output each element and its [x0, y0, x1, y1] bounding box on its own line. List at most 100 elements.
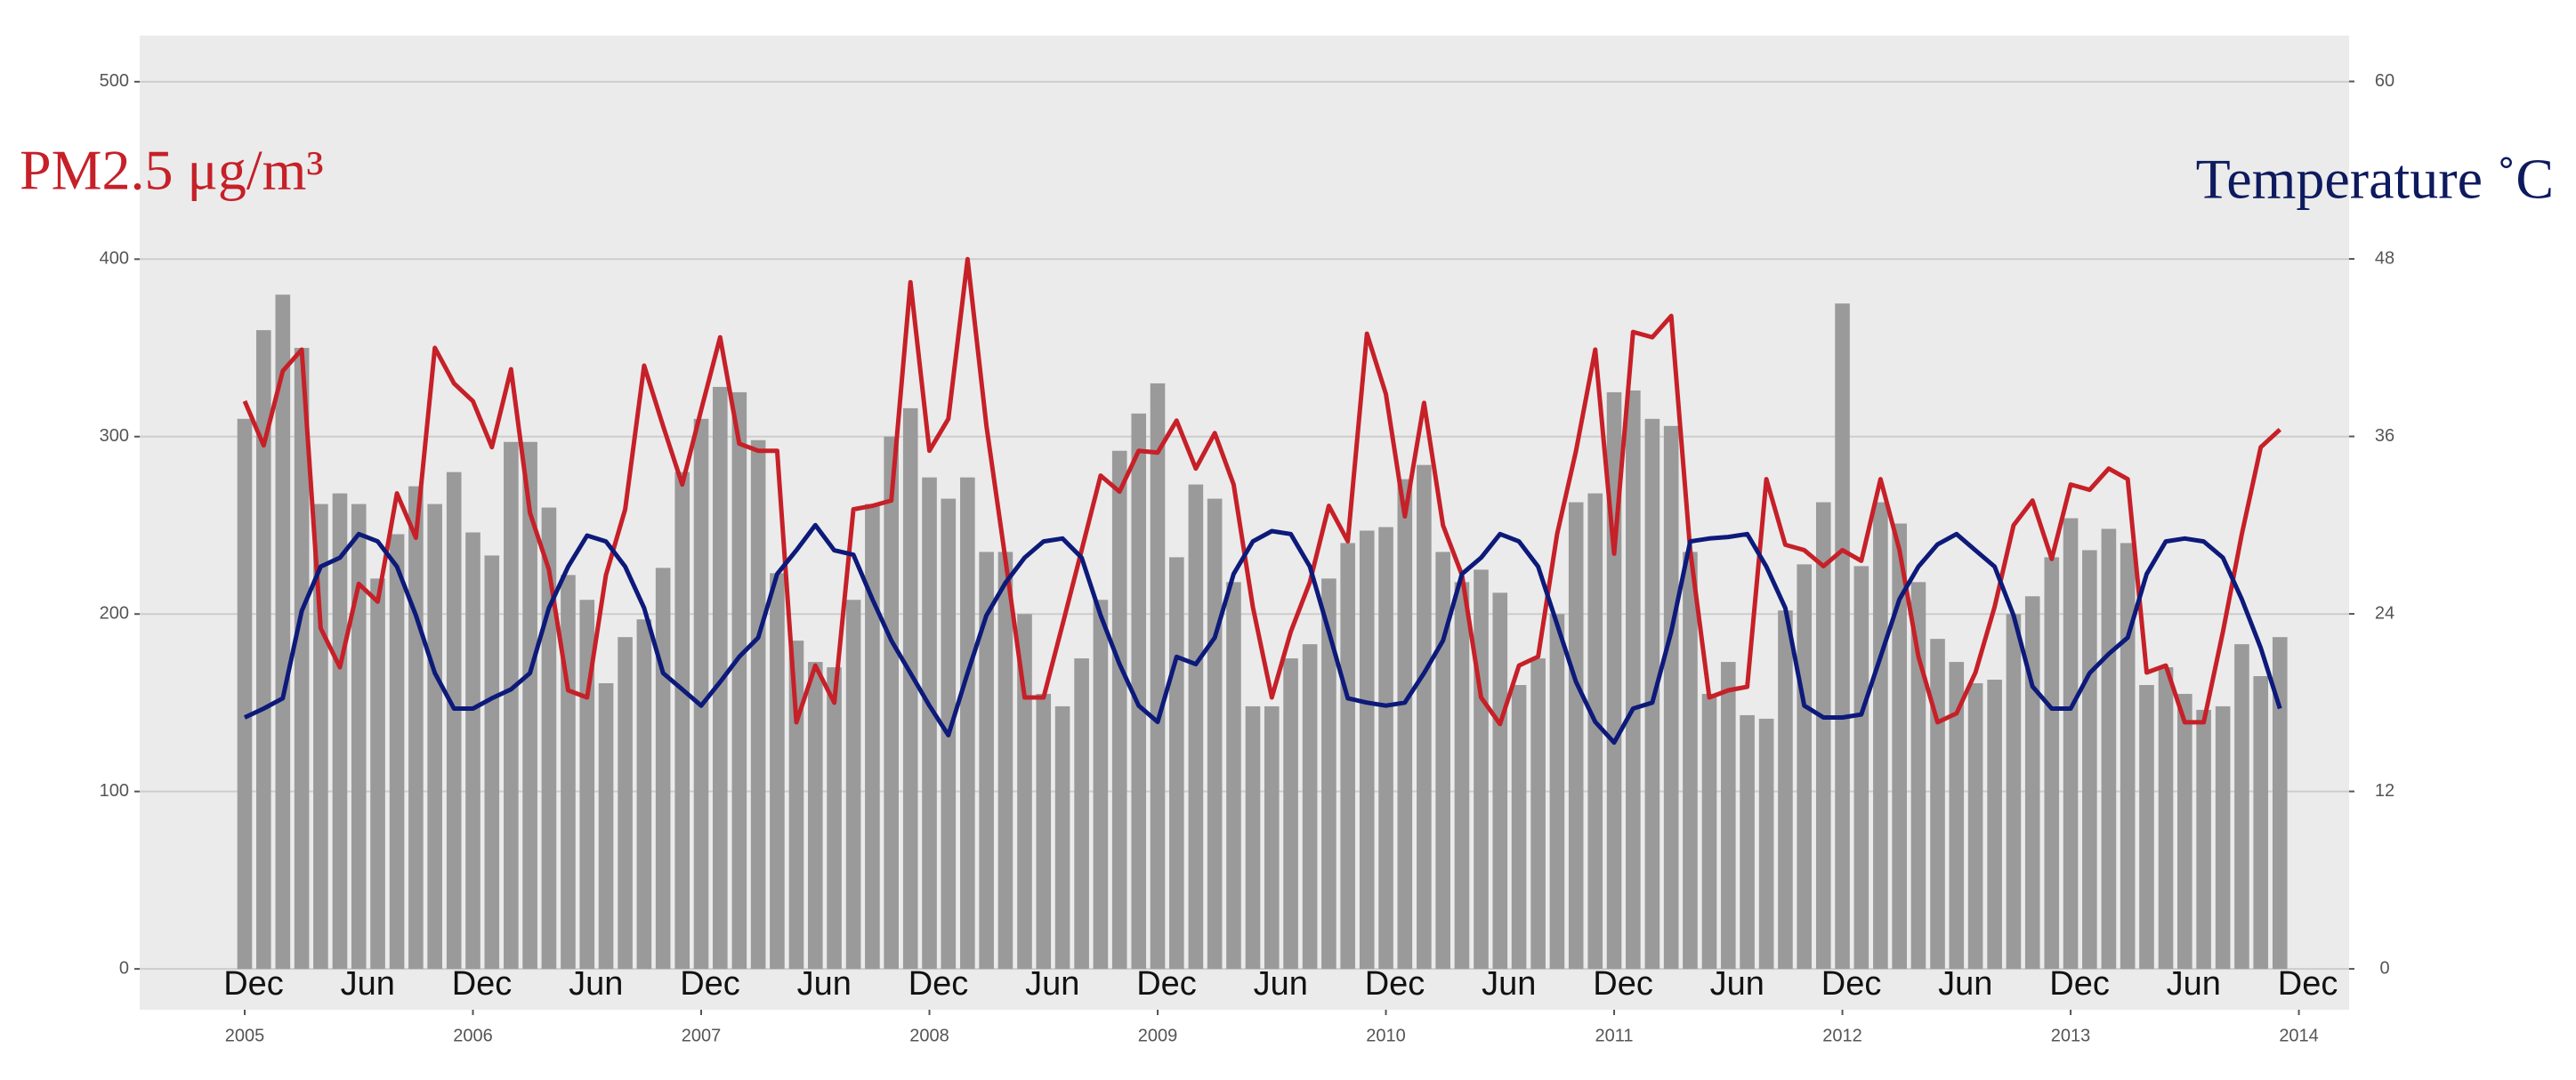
- bar: [979, 552, 994, 970]
- bar: [827, 667, 842, 970]
- y2-tick-label: 0: [2379, 958, 2389, 978]
- month-label: Dec: [1136, 965, 1197, 1003]
- bar: [1835, 303, 1850, 970]
- x-tick-label: 2012: [1822, 1026, 1862, 1045]
- bar: [1530, 658, 1546, 970]
- x-tick-label: 2013: [2051, 1026, 2091, 1045]
- bar: [655, 568, 671, 970]
- bar: [807, 662, 823, 970]
- bar: [845, 600, 861, 970]
- bar: [2272, 637, 2288, 970]
- y2-tick-label: 24: [2375, 603, 2394, 623]
- bar: [1853, 566, 1869, 970]
- bar: [1226, 582, 1241, 970]
- bar: [408, 486, 424, 970]
- y-tick-label: 500: [100, 71, 129, 91]
- bar: [1397, 479, 1413, 970]
- bar: [1949, 662, 1965, 970]
- month-label: Dec: [1821, 965, 1882, 1003]
- bar: [1511, 685, 1527, 970]
- bar: [1967, 683, 1983, 970]
- bar: [1264, 705, 1280, 970]
- bar: [1302, 644, 1318, 970]
- month-label: Dec: [223, 965, 284, 1003]
- y-tick-label: 400: [100, 249, 129, 269]
- bar: [255, 330, 271, 970]
- bar: [1340, 543, 1356, 970]
- month-label: Dec: [2049, 965, 2110, 1003]
- month-label: Dec: [452, 965, 513, 1003]
- y-tick-label: 300: [100, 426, 129, 446]
- y2-axis-label: Temperature ˚C: [2196, 148, 2554, 211]
- bar: [1283, 658, 1298, 970]
- bar: [1492, 592, 1508, 970]
- month-label: Dec: [2278, 965, 2338, 1003]
- bar: [1150, 383, 1166, 970]
- bar: [1987, 680, 2002, 970]
- bar: [370, 578, 385, 970]
- y-tick-label: 0: [119, 958, 129, 978]
- bar: [1797, 564, 1813, 970]
- bar: [332, 493, 348, 970]
- month-label: Jun: [2167, 965, 2221, 1003]
- bar: [1359, 530, 1375, 970]
- x-tick-label: 2010: [1366, 1026, 1406, 1045]
- bar: [902, 407, 918, 970]
- x-tick-label: 2011: [1595, 1026, 1634, 1045]
- bar: [522, 441, 537, 970]
- bar: [2234, 644, 2249, 970]
- month-label: Jun: [1938, 965, 1992, 1003]
- marks: [237, 256, 2288, 970]
- month-label: Jun: [569, 965, 623, 1003]
- bar: [1626, 390, 1641, 970]
- x-tick-label: 2006: [453, 1026, 493, 1045]
- bar: [1017, 614, 1032, 970]
- month-label: Jun: [1482, 965, 1536, 1003]
- bar: [2024, 596, 2040, 970]
- bar: [1435, 552, 1450, 970]
- bar: [1321, 578, 1336, 970]
- labels: 0 100 200 300 400 500 0 12 24 36 48 60 2005 2006 2007 2…: [100, 71, 2395, 1045]
- bar: [2101, 528, 2117, 970]
- bar: [1778, 610, 1793, 970]
- month-label: Jun: [341, 965, 395, 1003]
- bar: [1111, 450, 1127, 970]
- bar: [2082, 550, 2097, 970]
- bar: [1417, 464, 1432, 970]
- bar: [750, 439, 766, 970]
- bar: [1873, 502, 1888, 970]
- bar: [712, 386, 728, 970]
- bar: [1549, 614, 1565, 970]
- bar: [2139, 685, 2154, 970]
- bar: [313, 504, 328, 970]
- y2-tick-label: 60: [2375, 71, 2394, 91]
- bar: [1815, 502, 1831, 970]
- bar: [922, 477, 937, 970]
- month-label: Dec: [1593, 965, 1653, 1003]
- bar: [1378, 527, 1393, 970]
- month-label: Jun: [797, 965, 852, 1003]
- bar: [2177, 693, 2192, 970]
- bar: [865, 504, 880, 970]
- bar: [446, 471, 462, 970]
- bar: [2253, 676, 2269, 970]
- bar: [960, 477, 975, 970]
- bar: [237, 418, 253, 970]
- y2-tick-label: 36: [2375, 426, 2394, 446]
- bar: [1474, 569, 1489, 970]
- bar: [1054, 705, 1070, 970]
- y-tick-label: 100: [100, 781, 129, 801]
- bar: [1892, 523, 1907, 970]
- bar: [504, 441, 519, 970]
- bar: [1454, 582, 1470, 970]
- month-label: Dec: [1365, 965, 1425, 1003]
- y2-tick-label: 48: [2375, 248, 2394, 268]
- bar: [1701, 693, 1717, 970]
- bar: [1131, 413, 1147, 970]
- bar: [2120, 543, 2136, 970]
- month-label: Jun: [1710, 965, 1764, 1003]
- bar: [294, 348, 310, 970]
- bar: [351, 504, 367, 970]
